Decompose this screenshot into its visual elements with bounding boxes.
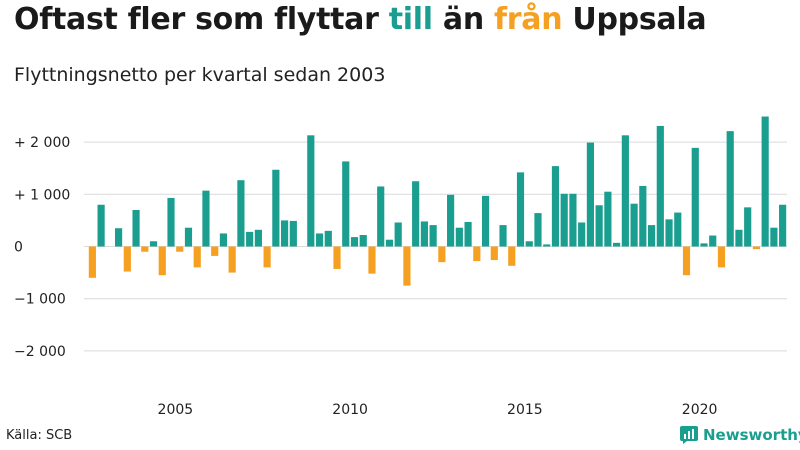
bar <box>779 204 787 247</box>
bar <box>438 246 446 263</box>
bar <box>717 246 726 268</box>
bar <box>167 197 175 247</box>
bar <box>656 125 664 247</box>
bar <box>184 227 193 247</box>
x-tick-label: 2015 <box>507 402 543 418</box>
chart-title: Oftast fler som flyttar till än från Upp… <box>14 2 707 37</box>
title-part: Oftast fler som flyttar <box>14 2 389 37</box>
bar <box>359 235 367 247</box>
bar <box>254 229 262 247</box>
bar <box>394 222 402 247</box>
bar <box>141 246 149 252</box>
bar <box>473 246 481 262</box>
bar <box>228 246 236 273</box>
bar <box>97 204 105 247</box>
chart-subtitle: Flyttningsnetto per kvartal sedan 2003 <box>14 64 386 86</box>
bar <box>202 190 210 247</box>
bar <box>429 225 437 247</box>
bar <box>682 246 691 276</box>
bar <box>560 193 568 247</box>
bar <box>709 235 717 247</box>
bar <box>420 221 428 247</box>
y-tick-label: 0 <box>14 240 23 256</box>
bar <box>88 246 96 278</box>
bar <box>324 230 332 247</box>
y-tick-label: + 1 000 <box>14 187 70 203</box>
bar <box>647 225 656 247</box>
bar <box>403 246 411 286</box>
bar <box>665 219 673 247</box>
x-tick-label: 2005 <box>158 402 194 418</box>
title-part: Uppsala <box>562 2 707 37</box>
bar <box>193 246 201 268</box>
bar <box>149 241 158 247</box>
bar <box>350 237 359 247</box>
bar <box>333 246 341 269</box>
bar <box>272 169 280 247</box>
bar <box>735 229 743 247</box>
bar <box>726 131 734 247</box>
bar <box>211 246 219 256</box>
title-part: än <box>432 2 495 37</box>
bar <box>246 231 254 247</box>
bar <box>700 243 708 247</box>
bar <box>377 186 385 247</box>
bar <box>342 161 350 247</box>
bar <box>385 239 394 247</box>
bar <box>455 227 463 247</box>
y-tick-label: + 2 000 <box>14 135 70 151</box>
x-tick-label: 2010 <box>332 402 368 418</box>
bar <box>289 220 297 247</box>
bar <box>586 142 594 247</box>
bar <box>752 246 761 250</box>
bar <box>315 233 324 247</box>
bar <box>481 195 490 247</box>
title-part-fran: från <box>494 2 563 37</box>
brand-name: Newsworthy <box>703 426 800 444</box>
bar <box>613 242 621 247</box>
bar <box>263 246 271 268</box>
bar <box>114 228 123 247</box>
bar <box>551 166 560 247</box>
x-tick-label: 2020 <box>682 402 718 418</box>
bar <box>525 241 533 247</box>
source-note: Källa: SCB <box>6 428 73 443</box>
bar <box>132 209 140 247</box>
bar <box>447 194 455 247</box>
bar <box>744 207 752 247</box>
bar <box>691 147 699 247</box>
bar <box>490 246 498 261</box>
bar <box>761 116 769 247</box>
bar <box>123 246 131 272</box>
bar <box>508 246 516 266</box>
bar <box>674 212 682 247</box>
y-tick-label: −1 000 <box>14 292 66 308</box>
bar <box>516 172 525 247</box>
bar <box>621 135 629 247</box>
bar <box>770 227 778 247</box>
title-part-till: till <box>388 2 433 37</box>
bar <box>368 246 376 274</box>
bar <box>543 244 551 247</box>
bar <box>569 193 577 247</box>
brand-logo: Newsworthy <box>680 426 800 444</box>
bar <box>630 203 638 247</box>
bar <box>219 233 228 247</box>
bar <box>307 135 315 247</box>
bar <box>639 185 647 247</box>
bar <box>499 225 507 247</box>
bar <box>578 222 586 247</box>
bar <box>464 221 472 247</box>
bar <box>534 213 542 247</box>
bar <box>176 246 184 252</box>
bar <box>237 180 245 247</box>
newsworthy-logo-icon <box>680 426 698 444</box>
bar <box>604 191 612 247</box>
bar <box>281 220 289 247</box>
bar <box>595 205 603 247</box>
bar <box>412 181 420 247</box>
y-tick-label: −2 000 <box>14 344 66 360</box>
bar <box>158 246 166 276</box>
